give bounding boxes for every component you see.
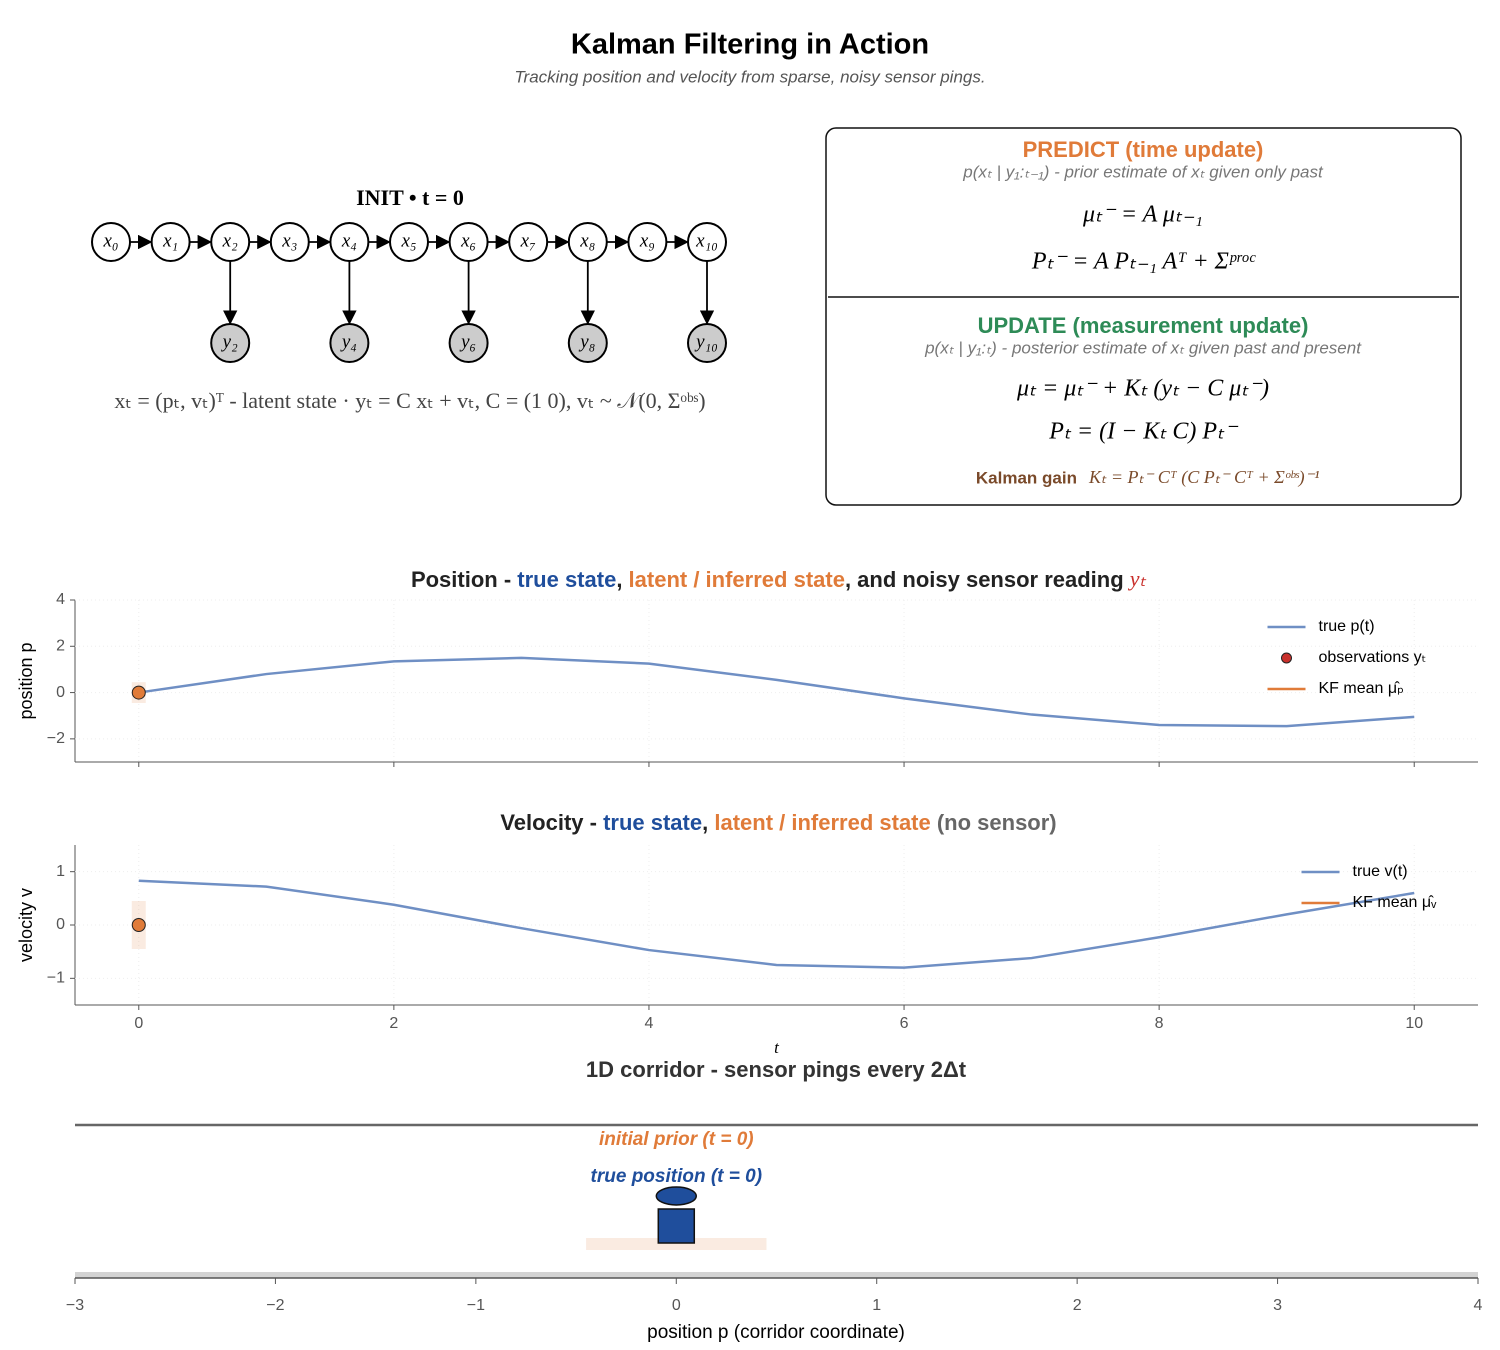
legend-label: true v(t): [1353, 863, 1408, 880]
observation-label: y₂: [221, 331, 238, 352]
state-label: x₁: [162, 230, 178, 251]
observation-label: y₈: [578, 331, 595, 352]
title-part: true state: [603, 810, 702, 835]
chart-title: Position - true state, latent / inferred…: [411, 566, 1147, 592]
x-tick-label: 1: [872, 1297, 881, 1314]
title-part: true state: [517, 567, 616, 592]
observation-node: [448, 323, 489, 363]
graphical-model: INIT • t = 0 x₀ x₁ x₂ x₃ x₄ x₅ x₆ x₇ x₈ x₉ x₁₀ y₂ y₄ y…: [91, 185, 727, 413]
title-part: ,: [702, 810, 714, 835]
y-tick-label: −2: [47, 730, 65, 747]
kf-mean: [131, 685, 146, 700]
y-axis-label: velocity v: [16, 888, 36, 962]
predict-eq: Pₜ⁻ = A Pₜ₋₁ Aᵀ + Σᵖʳᵒᶜ: [1031, 249, 1256, 275]
chart-title: Velocity - true state, latent / inferred…: [500, 810, 1056, 835]
x-tick-label: 2: [389, 1015, 398, 1032]
x-tick-label: 8: [1155, 1015, 1164, 1032]
x-tick-label: −1: [467, 1297, 485, 1314]
observation-node: [687, 323, 727, 363]
x-tick-label: 4: [1474, 1297, 1483, 1314]
title-part: Velocity -: [500, 810, 603, 835]
true-label: true position (t = 0): [591, 1166, 763, 1187]
observation-label: y₁₀: [694, 331, 718, 352]
y-tick-label: 1: [56, 863, 65, 880]
prior-label: initial prior (t = 0): [599, 1129, 754, 1150]
box-border: [825, 127, 1462, 506]
true-line: [138, 879, 1415, 969]
chart-title: 1D corridor - sensor pings every 2Δt: [586, 1057, 967, 1082]
subtitle: Tracking position and velocity from spar…: [514, 67, 985, 86]
update-eq: μₜ = μₜ⁻ + Kₜ (yₜ − C μₜ⁻): [1016, 376, 1269, 402]
x-axis-label: position p (corridor coordinate): [647, 1322, 905, 1343]
chart: Velocity - true state, latent / inferred…: [16, 810, 1478, 1057]
y-tick-label: 0: [56, 916, 65, 933]
chart: Position - true state, latent / inferred…: [16, 566, 1478, 767]
diagram-header: INIT • t = 0: [356, 185, 464, 210]
title-part: yₜ: [1128, 566, 1147, 591]
legend-label: KF mean μ̂ₚ: [1319, 680, 1404, 697]
state-label: x₄: [341, 230, 357, 251]
update-subtitle: p(xₜ | y₁:ₜ) - posterior estimate of xₜ …: [924, 338, 1362, 357]
observation-label: y₄: [340, 331, 357, 352]
x-tick-label: 0: [672, 1297, 681, 1314]
x-tick-label: 3: [1273, 1297, 1282, 1314]
robot-body: [657, 1208, 696, 1244]
gain-label: Kalman gain: [976, 468, 1077, 487]
predict-eq: μₜ⁻ = A μₜ₋₁: [1082, 202, 1203, 228]
title-part: , and noisy sensor reading: [845, 567, 1130, 592]
true-line: [138, 656, 1415, 728]
corridor: 1D corridor - sensor pings every 2Δt −3 −2…: [66, 1057, 1483, 1343]
title-part: latent / inferred state: [714, 810, 930, 835]
prior-band: [586, 1238, 767, 1250]
x-tick-label: 4: [645, 1015, 654, 1032]
observation-node: [567, 323, 608, 363]
y-tick-label: −1: [47, 970, 65, 987]
legend-marker: [1281, 652, 1292, 664]
model-caption: xₜ = (pₜ, vₜ)ᵀ - latent state · yₜ = C x…: [114, 388, 705, 413]
x-axis-label: t: [774, 1038, 780, 1057]
state-label: x₇: [520, 230, 536, 251]
update-eq: Pₜ = (I − Kₜ C) Pₜ⁻: [1048, 419, 1239, 445]
robot-head: [655, 1186, 698, 1206]
state-label: x₅: [400, 230, 416, 251]
y-tick-label: 0: [56, 684, 65, 701]
x-tick-label: 10: [1405, 1015, 1423, 1032]
state-label: x₆: [460, 230, 476, 251]
state-label: x₃: [281, 230, 297, 251]
x-tick-label: 0: [134, 1015, 143, 1032]
y-axis-label: position p: [16, 642, 36, 719]
state-label: x₂: [222, 230, 238, 251]
x-tick-label: 2: [1073, 1297, 1082, 1314]
y-tick-label: 2: [56, 638, 65, 655]
predict-subtitle: p(xₜ | y₁:ₜ₋₁) - prior estimate of xₜ gi…: [962, 162, 1324, 181]
legend-label: KF mean μ̂ᵥ: [1353, 894, 1438, 911]
update-title: UPDATE (measurement update): [978, 313, 1309, 338]
title: Kalman Filtering in Action: [571, 29, 929, 61]
x-tick-label: −2: [266, 1297, 284, 1314]
state-label: x₈: [579, 230, 595, 251]
legend-label: observations yₜ: [1319, 649, 1427, 666]
title-part: Position -: [411, 567, 517, 592]
observation-node: [329, 323, 370, 363]
x-tick-label: 6: [900, 1015, 909, 1032]
kf-mean: [131, 918, 146, 932]
state-label: x₀: [102, 230, 118, 251]
title-part: latent / inferred state: [629, 567, 845, 592]
title-part: (no sensor): [931, 810, 1057, 835]
corridor-floor: [75, 1272, 1478, 1278]
y-tick-label: 4: [56, 591, 65, 608]
state-label: x₁₀: [695, 230, 718, 251]
equation-box: PREDICT (time update) p(xₜ | y₁:ₜ₋₁) - p…: [825, 127, 1462, 506]
gain-eq: Kₜ = Pₜ⁻ Cᵀ (C Pₜ⁻ Cᵀ + Σᵒᵇˢ)⁻¹: [1088, 467, 1320, 488]
observation-label: y₆: [459, 331, 476, 352]
title-part: ,: [616, 567, 628, 592]
state-label: x₉: [639, 230, 655, 251]
legend-label: true p(t): [1319, 618, 1375, 635]
x-tick-label: −3: [66, 1297, 84, 1314]
observation-node: [210, 323, 251, 363]
predict-title: PREDICT (time update): [1023, 137, 1264, 162]
